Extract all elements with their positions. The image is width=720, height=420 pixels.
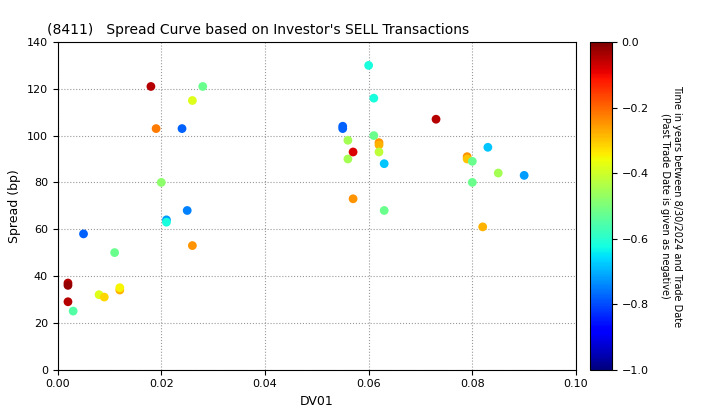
Point xyxy=(379,160,390,167)
X-axis label: DV01: DV01 xyxy=(300,395,333,408)
Point xyxy=(467,179,478,186)
Point xyxy=(109,249,120,256)
Point xyxy=(114,287,125,294)
Point xyxy=(114,284,125,291)
Point xyxy=(462,156,473,163)
Point xyxy=(373,139,384,146)
Point xyxy=(373,149,384,155)
Point xyxy=(99,294,110,300)
Point xyxy=(431,116,442,123)
Point xyxy=(462,153,473,160)
Point xyxy=(62,298,73,305)
Point xyxy=(373,142,384,148)
Point xyxy=(477,223,488,230)
Point xyxy=(94,291,105,298)
Point xyxy=(347,195,359,202)
Y-axis label: Spread (bp): Spread (bp) xyxy=(8,169,21,243)
Y-axis label: Time in years between 8/30/2024 and Trade Date
(Past Trade Date is given as nega: Time in years between 8/30/2024 and Trad… xyxy=(660,85,682,327)
Point xyxy=(482,144,494,151)
Point xyxy=(337,123,348,130)
Point xyxy=(68,308,79,315)
Point xyxy=(161,219,172,226)
Text: (8411)   Spread Curve based on Investor's SELL Transactions: (8411) Spread Curve based on Investor's … xyxy=(48,23,469,37)
Point xyxy=(337,125,348,132)
Point xyxy=(342,156,354,163)
Point xyxy=(145,83,157,90)
Point xyxy=(347,149,359,155)
Point xyxy=(62,282,73,289)
Point xyxy=(379,207,390,214)
Point xyxy=(342,137,354,144)
Point xyxy=(186,242,198,249)
Point xyxy=(467,158,478,165)
Point xyxy=(368,132,379,139)
Point xyxy=(363,62,374,69)
Point xyxy=(197,83,209,90)
Point xyxy=(62,280,73,286)
Point xyxy=(518,172,530,179)
Point xyxy=(150,125,162,132)
Point xyxy=(156,179,167,186)
Point xyxy=(78,231,89,237)
Point xyxy=(181,207,193,214)
Point xyxy=(368,95,379,102)
Point xyxy=(161,216,172,223)
Point xyxy=(186,97,198,104)
Point xyxy=(176,125,188,132)
Point xyxy=(492,170,504,176)
